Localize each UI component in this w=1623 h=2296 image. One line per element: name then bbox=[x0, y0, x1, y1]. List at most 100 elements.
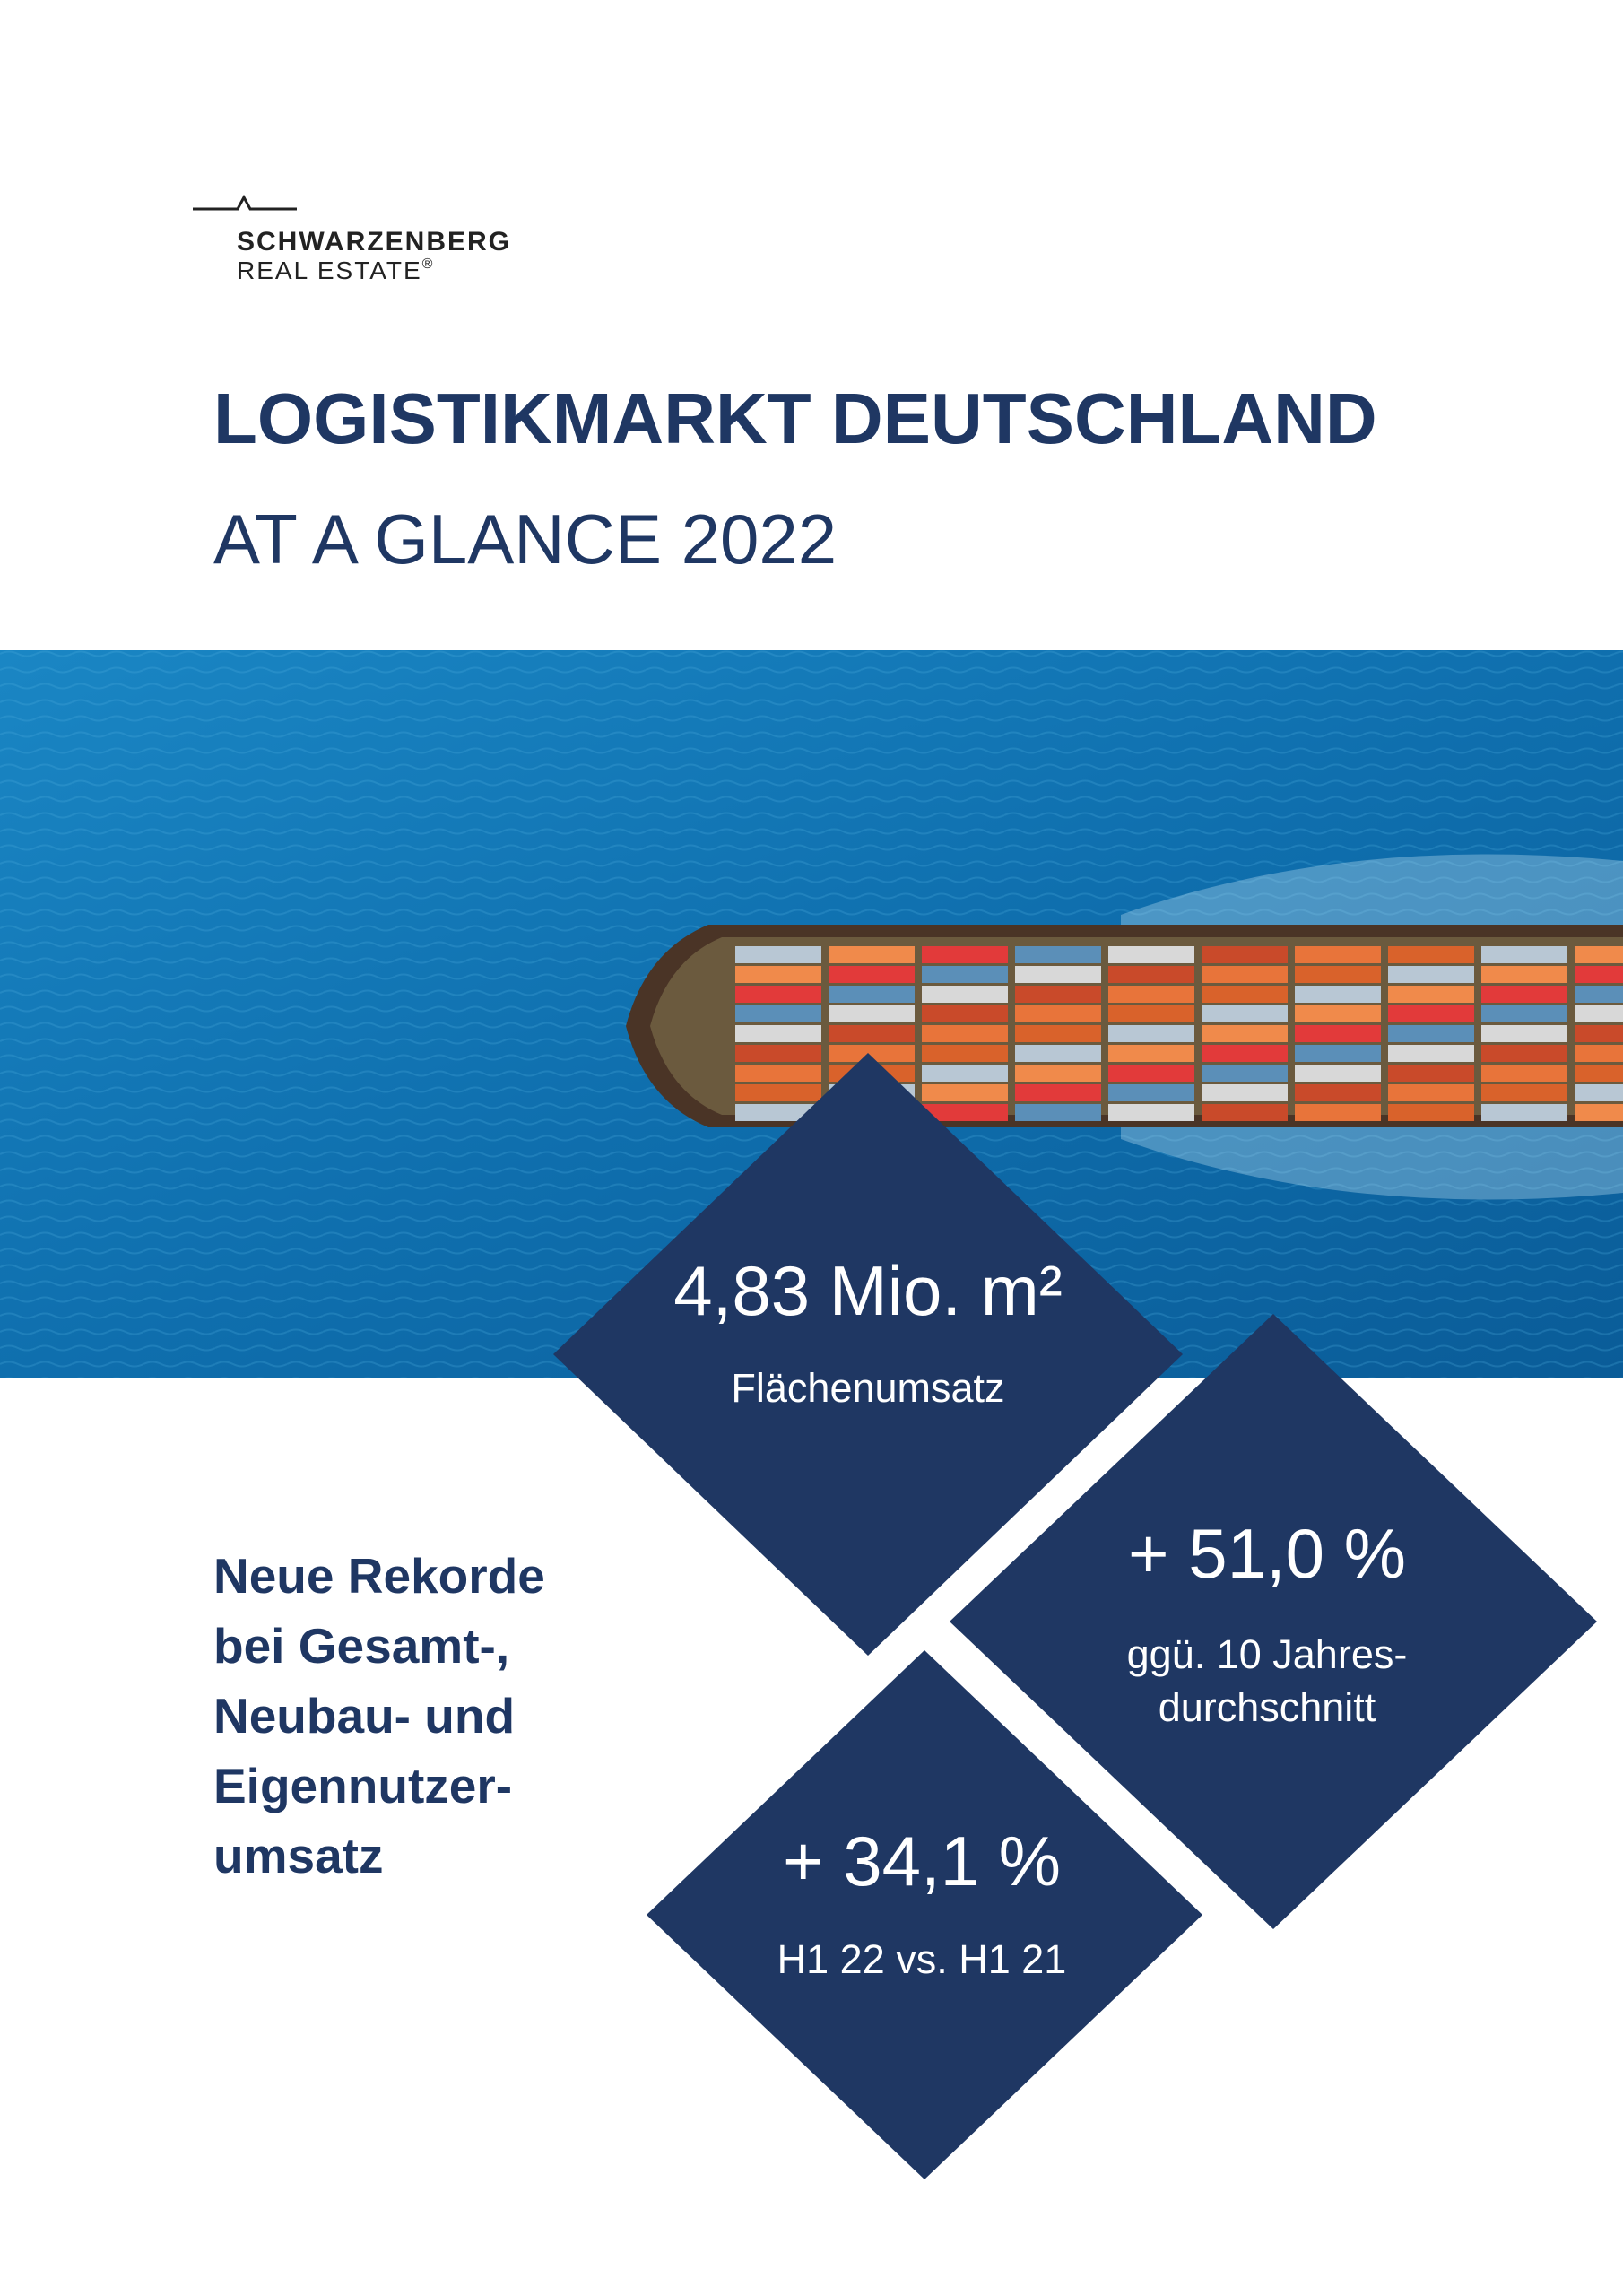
container bbox=[1295, 946, 1381, 963]
container bbox=[1202, 1065, 1288, 1082]
container bbox=[922, 1065, 1008, 1082]
container bbox=[1388, 1045, 1474, 1062]
highlight-value: + 51,0 % bbox=[1128, 1514, 1406, 1593]
container bbox=[1481, 1104, 1567, 1121]
container bbox=[1202, 1005, 1288, 1022]
container bbox=[1015, 1005, 1101, 1022]
container bbox=[1295, 1025, 1381, 1042]
logo-name: SCHWARZENBERG bbox=[237, 227, 511, 257]
highlight-label: Flächenumsatz bbox=[731, 1365, 1004, 1411]
container bbox=[1108, 1065, 1194, 1082]
containers bbox=[735, 946, 1623, 1121]
container bbox=[735, 966, 821, 983]
container bbox=[735, 1065, 821, 1082]
container bbox=[829, 1045, 915, 1062]
container bbox=[1202, 1045, 1288, 1062]
container bbox=[1388, 1065, 1474, 1082]
container bbox=[1481, 946, 1567, 963]
container bbox=[1015, 1025, 1101, 1042]
container bbox=[922, 1025, 1008, 1042]
container bbox=[1202, 946, 1288, 963]
logo-subtitle-text: REAL ESTATE bbox=[237, 257, 422, 284]
summary: Neue Rekorde bei Gesamt-, Neubau- und Ei… bbox=[213, 1548, 545, 1883]
summary-line: bei Gesamt-, bbox=[213, 1618, 509, 1674]
container bbox=[1202, 1084, 1288, 1101]
container bbox=[1108, 1025, 1194, 1042]
container bbox=[1388, 966, 1474, 983]
container bbox=[1575, 966, 1623, 983]
container bbox=[829, 1025, 915, 1042]
container bbox=[1015, 1045, 1101, 1062]
container bbox=[1202, 1104, 1288, 1121]
title: LOGISTIKMARKT DEUTSCHLAND bbox=[213, 378, 1377, 458]
container bbox=[1295, 1104, 1381, 1121]
container bbox=[1575, 1104, 1623, 1121]
highlight-label: H1 22 vs. H1 21 bbox=[777, 1936, 1067, 1982]
highlight-value: 4,83 Mio. m² bbox=[673, 1251, 1062, 1330]
container bbox=[1015, 1104, 1101, 1121]
container bbox=[922, 946, 1008, 963]
container bbox=[1295, 1005, 1381, 1022]
container bbox=[1108, 966, 1194, 983]
container bbox=[1388, 1005, 1474, 1022]
container bbox=[1481, 1065, 1567, 1082]
container bbox=[1481, 1045, 1567, 1062]
container bbox=[1202, 986, 1288, 1003]
container bbox=[829, 966, 915, 983]
container bbox=[1202, 966, 1288, 983]
highlight-label: ggü. 10 Jahres- bbox=[1127, 1631, 1408, 1677]
summary-line: umsatz bbox=[213, 1828, 384, 1883]
logo-subtitle: REAL ESTATE® bbox=[237, 257, 434, 284]
container bbox=[735, 1025, 821, 1042]
container bbox=[1202, 1025, 1288, 1042]
container bbox=[829, 946, 915, 963]
logo-registered: ® bbox=[422, 257, 435, 272]
summary-line: Eigennutzer- bbox=[213, 1758, 512, 1813]
photo bbox=[0, 650, 1623, 1378]
container bbox=[1481, 1005, 1567, 1022]
container bbox=[829, 986, 915, 1003]
container bbox=[1295, 1084, 1381, 1101]
container bbox=[922, 986, 1008, 1003]
container bbox=[1575, 946, 1623, 963]
summary-line: Neubau- und bbox=[213, 1688, 515, 1744]
container bbox=[735, 1045, 821, 1062]
container bbox=[1575, 1005, 1623, 1022]
container bbox=[922, 966, 1008, 983]
container bbox=[1481, 1084, 1567, 1101]
container bbox=[735, 1104, 821, 1121]
container bbox=[1295, 986, 1381, 1003]
container bbox=[1108, 986, 1194, 1003]
container bbox=[1388, 1104, 1474, 1121]
container bbox=[1108, 1005, 1194, 1022]
container bbox=[1388, 986, 1474, 1003]
container bbox=[1015, 986, 1101, 1003]
container bbox=[829, 1005, 915, 1022]
container bbox=[1295, 1045, 1381, 1062]
container bbox=[735, 1084, 821, 1101]
summary-line: Neue Rekorde bbox=[213, 1548, 545, 1604]
highlights: 4,83 Mio. m² Flächenumsatz + 51,0 % ggü.… bbox=[673, 1251, 1407, 1982]
container bbox=[1295, 966, 1381, 983]
container bbox=[1388, 1084, 1474, 1101]
highlight-diamond bbox=[553, 1053, 1183, 1656]
container bbox=[735, 946, 821, 963]
container bbox=[1575, 1045, 1623, 1062]
container bbox=[1015, 1084, 1101, 1101]
container bbox=[1481, 966, 1567, 983]
logo-mark bbox=[193, 194, 297, 211]
subtitle: AT A GLANCE 2022 bbox=[213, 500, 837, 578]
container bbox=[1108, 1104, 1194, 1121]
container bbox=[1575, 986, 1623, 1003]
container bbox=[735, 1005, 821, 1022]
container bbox=[1575, 1025, 1623, 1042]
highlight-diamond bbox=[647, 1650, 1202, 2179]
highlight-value: + 34,1 % bbox=[783, 1822, 1061, 1900]
container bbox=[1575, 1065, 1623, 1082]
container bbox=[922, 1005, 1008, 1022]
container bbox=[1388, 1025, 1474, 1042]
container bbox=[1575, 1084, 1623, 1101]
container bbox=[1295, 1065, 1381, 1082]
